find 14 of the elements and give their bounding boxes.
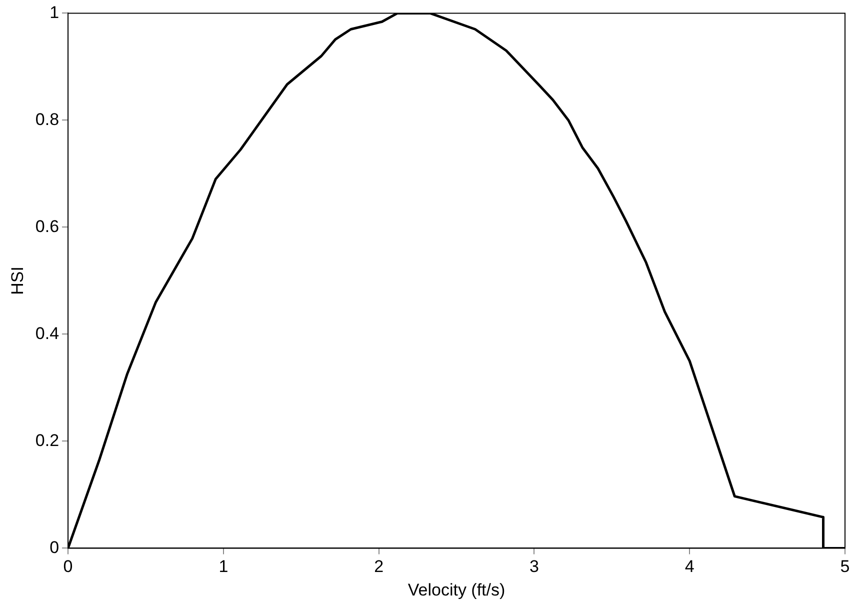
x-tick-label: 1 <box>218 557 228 576</box>
x-tick-label: 0 <box>63 557 73 576</box>
x-tick-label: 4 <box>684 557 694 576</box>
x-tick-label: 2 <box>374 557 384 576</box>
y-tick-label: 0 <box>50 538 60 557</box>
y-tick-label: 0.4 <box>35 324 60 343</box>
y-tick-label: 0.8 <box>35 110 60 129</box>
x-tick-label: 3 <box>529 557 539 576</box>
x-axis-title: Velocity (ft/s) <box>408 580 506 600</box>
y-tick-label: 0.6 <box>35 216 60 236</box>
x-tick-label: 5 <box>840 557 850 576</box>
y-tick-label: 1 <box>50 2 60 22</box>
y-tick-label: 0.2 <box>35 430 60 450</box>
y-axis-title: HSI <box>8 266 27 295</box>
